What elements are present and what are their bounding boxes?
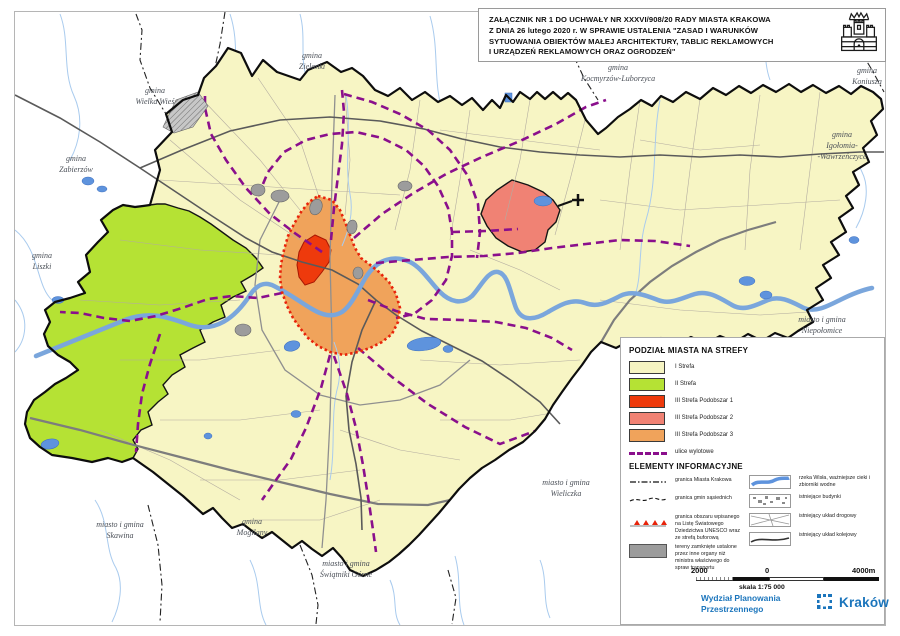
buildings-swatch [749, 494, 791, 508]
scale-seg-ticks [696, 577, 733, 581]
map-frame [14, 11, 886, 626]
legend-row-road-network: istniejący układ drogowy [749, 513, 879, 527]
gmina-label: gmina Zabierzów [59, 154, 93, 174]
river-swatch [749, 475, 791, 489]
railways [14, 94, 884, 531]
department-name: Wydział Planowania Przestrzennego [701, 593, 781, 614]
road-network-swatch [749, 513, 791, 527]
gmina-label: miasto i gmina Wieliczka [542, 478, 590, 498]
unesco-swatch [630, 520, 667, 527]
title-line: SYTUOWANIA OBIEKTÓW MAŁEJ ARCHITEKTURY, … [489, 36, 774, 46]
gmina-label: gmina Wielka Wieś [135, 86, 175, 106]
legend-row-neighbour-border: granica gmin sąsiednich [629, 495, 741, 502]
lakes [40, 92, 860, 450]
rail-network-swatch [749, 532, 791, 546]
neighbour-border-swatch [629, 497, 667, 502]
title-line: ZAŁĄCZNIK NR 1 DO UCHWAŁY NR XXXVI/908/2… [489, 15, 771, 24]
gmina-label: gmina Koniusza [852, 66, 882, 86]
scale-seg-white [769, 577, 824, 581]
zone-strefa-3-pod3 [280, 196, 400, 355]
legend-row-unesco: granica obszaru wpisanego na Listę Świat… [629, 514, 741, 543]
gmina-label: miasto i gmina Świątniki Górne [319, 559, 373, 579]
swatch-strefa-3-pod3 [629, 429, 665, 442]
gmina-label: gmina Igołomia- -Wawrzeńczyce [817, 130, 867, 161]
outlet-streets-swatch [629, 452, 667, 455]
cross-marker [557, 194, 584, 207]
scale-seg-black2 [824, 577, 879, 581]
swatch-strefa-1 [629, 361, 665, 374]
river-wisla [33, 256, 875, 359]
title-line: Z DNIA 26 lutego 2020 r. W SPRAWIE USTAL… [489, 25, 758, 35]
krakow-logo-icon [817, 594, 832, 609]
swatch-strefa-3-pod2 [629, 412, 665, 425]
gmina-label: gmina Zielonki [298, 51, 326, 71]
swatch-strefa-2 [629, 378, 665, 391]
gmina-label: gmina Mogilany [236, 517, 268, 537]
scale-caption: skala 1:75 000 [739, 584, 785, 591]
major-roads [254, 94, 471, 549]
legend-row-buildings: istniejące budynki [749, 494, 879, 508]
krakow-logo: Kraków [817, 594, 889, 610]
gmina-label: gmina Kocmyrzów-Luborzyca [580, 63, 656, 83]
title-block: ZAŁĄCZNIK NR 1 DO UCHWAŁY NR XXXVI/908/2… [478, 8, 886, 62]
scale-seg-black1 [733, 577, 769, 581]
unesco-border [278, 194, 402, 357]
outlet-streets [59, 89, 691, 553]
gmina-label: miasto i gmina Skawina [96, 520, 144, 540]
legend-zones-title: PODZIAŁ MIASTA NA STREFY [629, 346, 749, 355]
closed-areas [162, 91, 413, 337]
krakow-crest-icon [841, 11, 877, 52]
legend-row-river: rzeka Wisła, ważniejsze cieki i zbiornik… [749, 475, 879, 489]
closed-areas-swatch [629, 544, 667, 558]
legend-row-city-border: granica Miasta Krakowa [629, 477, 741, 484]
gmina-label: gmina Liszki [32, 251, 52, 271]
swatch-strefa-3-pod1 [629, 395, 665, 408]
legend-row-rail-network: istniejący układ kolejowy [749, 532, 879, 546]
legend-info-title: ELEMENTY INFORMACYJNE [629, 462, 743, 471]
legend-panel: PODZIAŁ MIASTA NA STREFY I Strefa II Str… [620, 337, 889, 625]
legend-row-closed-areas: tereny zamknięte ustalone przez inne org… [629, 544, 741, 573]
title-line: I URZĄDZEŃ REKLAMOWYCH ORAZ OGRODZEŃ" [489, 47, 676, 57]
city-border-swatch [630, 481, 666, 483]
gmina-label: miasto i gmina Niepołomice [798, 315, 846, 335]
